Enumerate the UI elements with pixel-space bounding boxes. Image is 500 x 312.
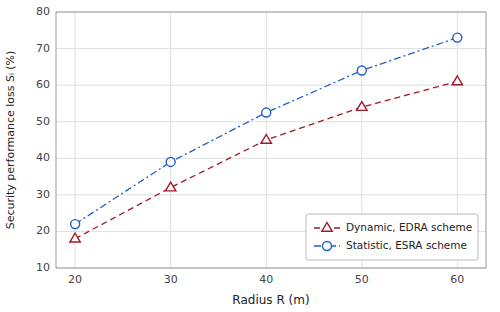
x-tick-label: 20 <box>68 273 82 286</box>
x-tick-label: 40 <box>259 273 273 286</box>
y-tick-label: 10 <box>36 261 50 274</box>
y-tick-label: 70 <box>36 42 50 55</box>
y-tick-label: 80 <box>36 5 50 18</box>
point-marker <box>262 108 271 117</box>
point-marker <box>165 182 175 191</box>
point-marker <box>166 157 175 166</box>
y-grid-line <box>56 48 486 49</box>
y-tick-label: 20 <box>36 224 50 237</box>
plot-frame <box>56 12 486 268</box>
x-axis-label: Radius R (m) <box>232 293 309 307</box>
point-marker <box>357 102 367 111</box>
point-marker <box>261 135 271 144</box>
plot-background <box>56 12 486 268</box>
x-tick-label: 50 <box>355 273 369 286</box>
legend-marker <box>322 223 332 232</box>
x-grid-line <box>75 12 76 268</box>
point-marker <box>452 76 462 85</box>
x-grid-line <box>170 12 171 268</box>
y-grid-line <box>56 85 486 86</box>
y-grid-line <box>56 194 486 195</box>
chart: 10 20 30 40 50 60 70 80 20 30 40 50 60 Radius R (m) Se… <box>0 0 500 312</box>
y-axis-label: Security performance loss Sₗ (%) <box>4 51 17 230</box>
y-grid-line <box>56 158 486 159</box>
y-tick-label: 50 <box>36 115 50 128</box>
point-marker <box>453 33 462 42</box>
point-marker <box>70 233 80 242</box>
legend-label: Statistic, ESRA scheme <box>346 239 467 251</box>
y-tick-label: 60 <box>36 78 50 91</box>
point-marker <box>71 220 80 229</box>
x-tick-label: 60 <box>450 273 464 286</box>
x-tick-label: 30 <box>164 273 178 286</box>
legend-label: Dynamic, EDRA scheme <box>346 221 472 233</box>
series-line <box>75 38 457 225</box>
legend: Dynamic, EDRA scheme Statistic, ESRA sche… <box>306 214 478 260</box>
y-tick-label: 30 <box>36 188 50 201</box>
data-layer <box>70 33 463 242</box>
legend-marker <box>323 242 332 251</box>
y-grid-line <box>56 121 486 122</box>
y-tick-label: 40 <box>36 151 50 164</box>
legend-box <box>306 214 478 260</box>
point-marker <box>357 66 366 75</box>
grid <box>56 12 486 268</box>
